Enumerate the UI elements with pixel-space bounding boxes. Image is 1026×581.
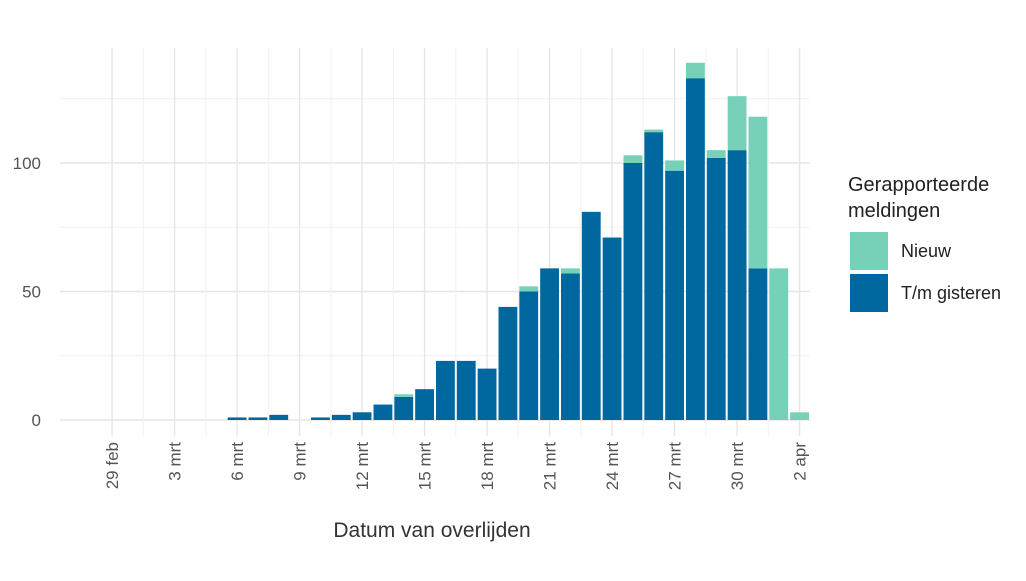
legend: Gerapporteerde meldingen Nieuw T/m gisteren xyxy=(848,174,1001,312)
bar-t-m-gisteren-15 xyxy=(352,412,372,420)
bar-t-m-gisteren-19 xyxy=(436,360,455,420)
x-tick-label: 30 mrt xyxy=(728,442,747,490)
x-tick-label: 12 mrt xyxy=(353,442,372,490)
bar-t-m-gisteren-13 xyxy=(311,417,330,420)
legend-label: Nieuw xyxy=(901,241,952,261)
bar-t-m-gisteren-32 xyxy=(706,157,726,421)
y-axis-ticks: 0 50 100 xyxy=(13,154,41,430)
y-tick-label: 100 xyxy=(13,154,41,173)
bar-t-m-gisteren-26 xyxy=(581,211,601,420)
x-axis-ticks: 29 feb 3 mrt 6 mrt 9 mrt 12 mrt 15 mrt 18 mrt 2… xyxy=(103,442,810,491)
x-tick-label: 24 mrt xyxy=(603,442,622,490)
bar-t-m-gisteren-17 xyxy=(394,396,414,420)
bar-t-m-gisteren-21 xyxy=(477,368,497,420)
bar-t-m-gisteren-27 xyxy=(602,237,622,420)
bar-t-m-gisteren-16 xyxy=(373,404,393,420)
bar-t-m-gisteren-20 xyxy=(456,360,476,420)
bar-t-m-gisteren-23 xyxy=(519,291,539,420)
bar-t-m-gisteren-11 xyxy=(269,414,289,420)
legend-title: meldingen xyxy=(848,200,940,222)
legend-key-t-m-gisteren xyxy=(850,274,888,312)
y-tick-label: 50 xyxy=(22,283,41,302)
bar-t-m-gisteren-14 xyxy=(331,414,351,420)
bar-t-m-gisteren-18 xyxy=(415,389,434,420)
legend-label: T/m gisteren xyxy=(901,283,1001,303)
bar-t-m-gisteren-22 xyxy=(498,306,518,420)
bar-nieuw-31 xyxy=(686,62,705,79)
bar-nieuw-23 xyxy=(519,286,539,292)
bar-t-m-gisteren-28 xyxy=(623,163,643,420)
bar-nieuw-36 xyxy=(790,412,809,420)
x-tick-label: 27 mrt xyxy=(666,442,685,490)
bar-t-m-gisteren-24 xyxy=(540,268,559,420)
x-tick-label: 21 mrt xyxy=(541,442,560,490)
bar-nieuw-30 xyxy=(665,160,684,171)
bar-nieuw-28 xyxy=(623,155,643,163)
bar-nieuw-32 xyxy=(706,150,726,158)
x-tick-label: 2 apr xyxy=(791,442,810,481)
bar-nieuw-29 xyxy=(644,129,664,133)
bar-nieuw-35 xyxy=(769,268,789,420)
y-tick-label: 0 xyxy=(32,411,41,430)
x-tick-label: 15 mrt xyxy=(416,442,435,490)
x-tick-label: 6 mrt xyxy=(228,442,247,481)
bar-nieuw-25 xyxy=(561,268,580,274)
bar-nieuw-33 xyxy=(727,96,747,151)
bar-t-m-gisteren-29 xyxy=(644,132,664,420)
bar-t-m-gisteren-33 xyxy=(727,150,747,420)
bar-t-m-gisteren-9 xyxy=(227,417,247,420)
x-axis-title: Datum van overlijden xyxy=(333,519,530,542)
bar-nieuw-34 xyxy=(748,116,768,269)
x-tick-label: 3 mrt xyxy=(166,442,185,481)
bar-nieuw-17 xyxy=(394,394,414,397)
x-tick-label: 29 feb xyxy=(103,442,122,489)
bars xyxy=(227,62,809,421)
bar-t-m-gisteren-30 xyxy=(665,170,684,420)
legend-title: Gerapporteerde xyxy=(848,174,989,196)
x-tick-label: 9 mrt xyxy=(291,442,310,481)
bar-t-m-gisteren-10 xyxy=(248,417,268,420)
legend-key-nieuw xyxy=(850,232,888,270)
x-tick-label: 18 mrt xyxy=(478,442,497,490)
bar-t-m-gisteren-25 xyxy=(561,273,580,420)
bar-t-m-gisteren-34 xyxy=(748,268,768,420)
bar-t-m-gisteren-31 xyxy=(686,78,705,420)
